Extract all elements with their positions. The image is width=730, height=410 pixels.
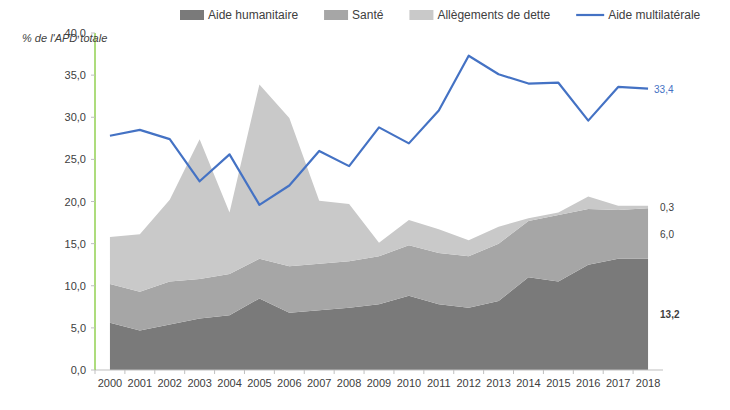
y-tick [91,327,95,328]
x-tick-label: 2006 [277,377,301,389]
legend-item: Aide multilatérale [576,8,700,22]
x-tick [184,370,185,374]
x-tick-label: 2007 [307,377,331,389]
y-tick-label: 25,0 [65,153,86,165]
legend-swatch [576,14,604,16]
x-tick-label: 2014 [516,377,540,389]
x-tick [274,370,275,374]
data-label: 33,4 [654,84,674,95]
legend-swatch [180,10,204,20]
x-tick-label: 2005 [247,377,271,389]
y-tick [91,201,95,202]
x-tick-label: 2011 [427,377,451,389]
x-tick [603,370,604,374]
x-tick-label: 2018 [636,377,660,389]
x-tick [513,370,514,374]
x-tick-label: 2012 [456,377,480,389]
x-tick-label: 2002 [157,377,181,389]
x-tick [393,370,394,374]
legend-item: Allègements de dette [409,8,550,22]
legend-label: Aide multilatérale [608,8,700,22]
x-tick [95,370,96,374]
y-tick-label: 10,0 [65,280,86,292]
data-group [110,56,648,370]
x-tick-label: 2000 [98,377,122,389]
y-tick-label: 35,0 [65,69,86,81]
x-axis [95,370,663,371]
x-tick [573,370,574,374]
x-tick-label: 2010 [397,377,421,389]
y-tick [91,285,95,286]
data-label: 6,0 [660,229,674,240]
x-tick [154,370,155,374]
y-tick-label: 30,0 [65,111,86,123]
x-tick [304,370,305,374]
legend-swatch [324,10,348,20]
x-tick [364,370,365,374]
legend-swatch [409,10,433,20]
x-tick-label: 2009 [367,377,391,389]
legend-label: Santé [352,8,384,22]
legend-label: Allègements de dette [437,8,550,22]
y-tick-label: 15,0 [65,238,86,250]
y-tick [91,117,95,118]
y-tick [91,75,95,76]
x-tick-label: 2013 [486,377,510,389]
x-tick [543,370,544,374]
x-tick [483,370,484,374]
y-tick [91,159,95,160]
x-tick [244,370,245,374]
x-tick-label: 2008 [337,377,361,389]
y-tick-label: 5,0 [71,322,86,334]
line [110,56,648,205]
legend-item: Santé [324,8,384,22]
x-tick [633,370,634,374]
x-tick [214,370,215,374]
x-tick-label: 2003 [187,377,211,389]
data-label: 0,3 [660,202,674,213]
x-tick [334,370,335,374]
y-tick [91,243,95,244]
x-tick [423,370,424,374]
x-tick [124,370,125,374]
x-tick-label: 2001 [128,377,152,389]
x-tick-label: 2017 [606,377,630,389]
y-axis-label: % de l'APD totale [22,32,107,44]
y-tick-label: 20,0 [65,196,86,208]
y-tick-label: 0,0 [71,364,86,376]
chart: 0,05,010,015,020,025,030,035,040,0200020… [0,0,730,410]
data-label: 13,2 [660,309,680,320]
x-tick-label: 2004 [217,377,241,389]
x-tick [453,370,454,374]
x-tick-label: 2016 [576,377,600,389]
y-tick [91,370,95,371]
area [110,84,648,291]
legend-item: Aide humanitaire [180,8,298,22]
x-tick-label: 2015 [546,377,570,389]
legend-label: Aide humanitaire [208,8,298,22]
